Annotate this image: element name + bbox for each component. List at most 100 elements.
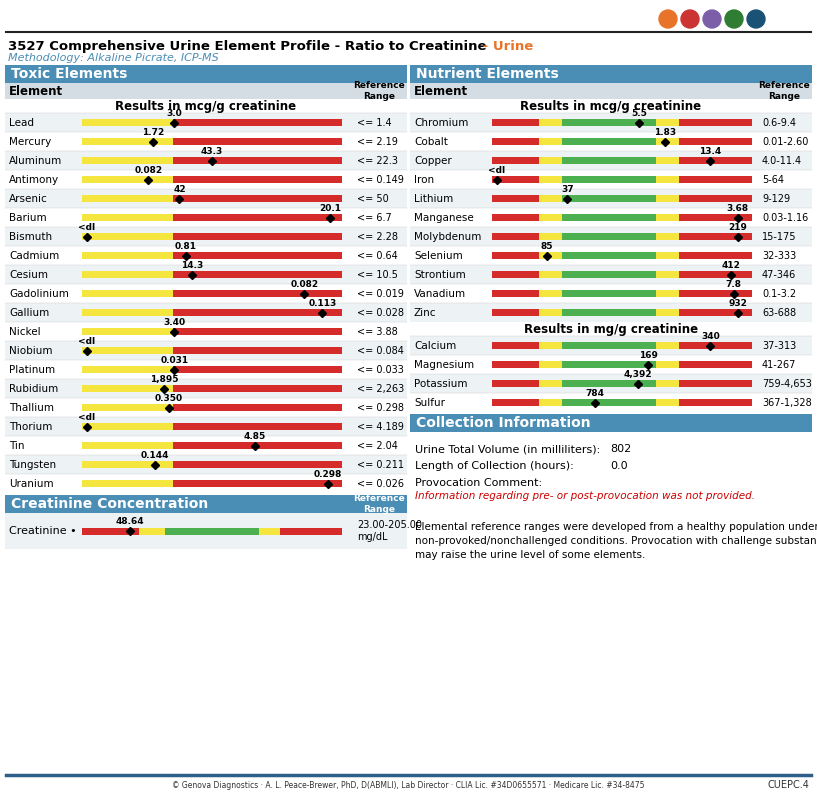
Bar [562, 309, 656, 316]
Bar [82, 271, 173, 278]
Bar [562, 342, 656, 349]
Bar [82, 461, 173, 468]
Bar [82, 404, 173, 411]
Bar [5, 151, 407, 170]
Text: 37: 37 [561, 184, 574, 194]
Bar [5, 379, 407, 398]
Text: Selenium: Selenium [414, 250, 462, 261]
Bar [562, 271, 656, 278]
Bar [538, 290, 562, 297]
Bar [410, 113, 812, 132]
Bar [82, 347, 173, 354]
Text: CUEPC.4: CUEPC.4 [767, 780, 809, 790]
Text: Magnesium: Magnesium [414, 359, 474, 370]
Text: <= 0.64: <= 0.64 [357, 250, 398, 261]
Bar [410, 151, 812, 170]
Text: <dl: <dl [78, 336, 96, 346]
Text: 759-4,653: 759-4,653 [762, 379, 812, 388]
Bar [538, 138, 562, 145]
Bar [5, 303, 407, 322]
Bar [679, 176, 752, 183]
Text: 3.68: 3.68 [726, 203, 748, 213]
Text: 932: 932 [728, 299, 747, 308]
Bar [679, 195, 752, 202]
Text: Thorium: Thorium [9, 422, 52, 431]
Text: Rubidium: Rubidium [9, 383, 58, 394]
Circle shape [725, 10, 743, 28]
Text: 42: 42 [173, 184, 185, 194]
Text: Element: Element [9, 84, 63, 97]
Text: Potassium: Potassium [414, 379, 467, 388]
Text: Length of Collection (hours):: Length of Collection (hours): [415, 461, 574, 471]
Text: 412: 412 [721, 261, 741, 269]
Text: <dl: <dl [488, 166, 505, 175]
Text: Platinum: Platinum [9, 364, 55, 375]
Bar [410, 132, 812, 151]
Text: <= 2.19: <= 2.19 [357, 136, 398, 147]
Text: Chromium: Chromium [414, 117, 468, 128]
Text: <= 0.019: <= 0.019 [357, 289, 404, 299]
Text: Strontium: Strontium [414, 269, 466, 280]
Text: <= 6.7: <= 6.7 [357, 213, 391, 222]
Bar [5, 284, 407, 303]
Text: 0.03-1.16: 0.03-1.16 [762, 213, 808, 222]
Bar [173, 385, 342, 392]
Text: <= 0.084: <= 0.084 [357, 346, 404, 355]
Bar [679, 290, 752, 297]
Bar [5, 227, 407, 246]
Bar [538, 361, 562, 368]
Bar [492, 361, 538, 368]
Bar [656, 309, 679, 316]
Bar [82, 119, 173, 126]
Bar [538, 176, 562, 183]
Bar [173, 271, 342, 278]
Text: 3.40: 3.40 [163, 317, 185, 327]
Bar [562, 252, 656, 259]
Bar [679, 399, 752, 406]
Bar [492, 119, 538, 126]
Bar [538, 233, 562, 240]
Bar [656, 342, 679, 349]
Bar [679, 271, 752, 278]
Bar [410, 432, 812, 512]
Bar [562, 195, 656, 202]
Text: 0.082: 0.082 [290, 280, 319, 289]
Bar [562, 361, 656, 368]
Bar [82, 442, 173, 449]
Text: Sulfur: Sulfur [414, 398, 445, 407]
Text: <= 0.033: <= 0.033 [357, 364, 404, 375]
Bar [279, 528, 342, 535]
Bar [173, 480, 342, 487]
Text: Provocation Comment:: Provocation Comment: [415, 478, 542, 488]
Text: Thallium: Thallium [9, 402, 54, 413]
Text: <= 0.298: <= 0.298 [357, 402, 404, 413]
Bar [173, 442, 342, 449]
Bar [173, 461, 342, 468]
Bar [410, 99, 812, 113]
Text: Results in mg/g creatinine: Results in mg/g creatinine [524, 323, 698, 336]
Bar [410, 246, 812, 265]
Bar [173, 138, 342, 145]
Text: 0.6-9.4: 0.6-9.4 [762, 117, 796, 128]
Text: Cadmium: Cadmium [9, 250, 60, 261]
Bar [173, 176, 342, 183]
Text: Element: Element [414, 84, 468, 97]
Bar [410, 516, 812, 571]
Text: 15-175: 15-175 [762, 231, 797, 241]
Bar [82, 290, 173, 297]
Text: Toxic Elements: Toxic Elements [11, 67, 127, 81]
Text: <dl: <dl [78, 413, 96, 422]
Bar [82, 423, 173, 430]
Bar [5, 474, 407, 493]
Bar [82, 138, 173, 145]
Text: Uranium: Uranium [9, 478, 54, 489]
Bar [173, 195, 342, 202]
Bar [82, 176, 173, 183]
Bar [410, 336, 812, 355]
Bar [492, 176, 538, 183]
Text: 0.01-2.60: 0.01-2.60 [762, 136, 808, 147]
Text: © Genova Diagnostics · A. L. Peace-Brewer, PhD, D(ABMLI), Lab Director · CLIA Li: © Genova Diagnostics · A. L. Peace-Brewe… [172, 780, 645, 790]
Text: 32-333: 32-333 [762, 250, 797, 261]
Bar [656, 119, 679, 126]
Bar [410, 208, 812, 227]
